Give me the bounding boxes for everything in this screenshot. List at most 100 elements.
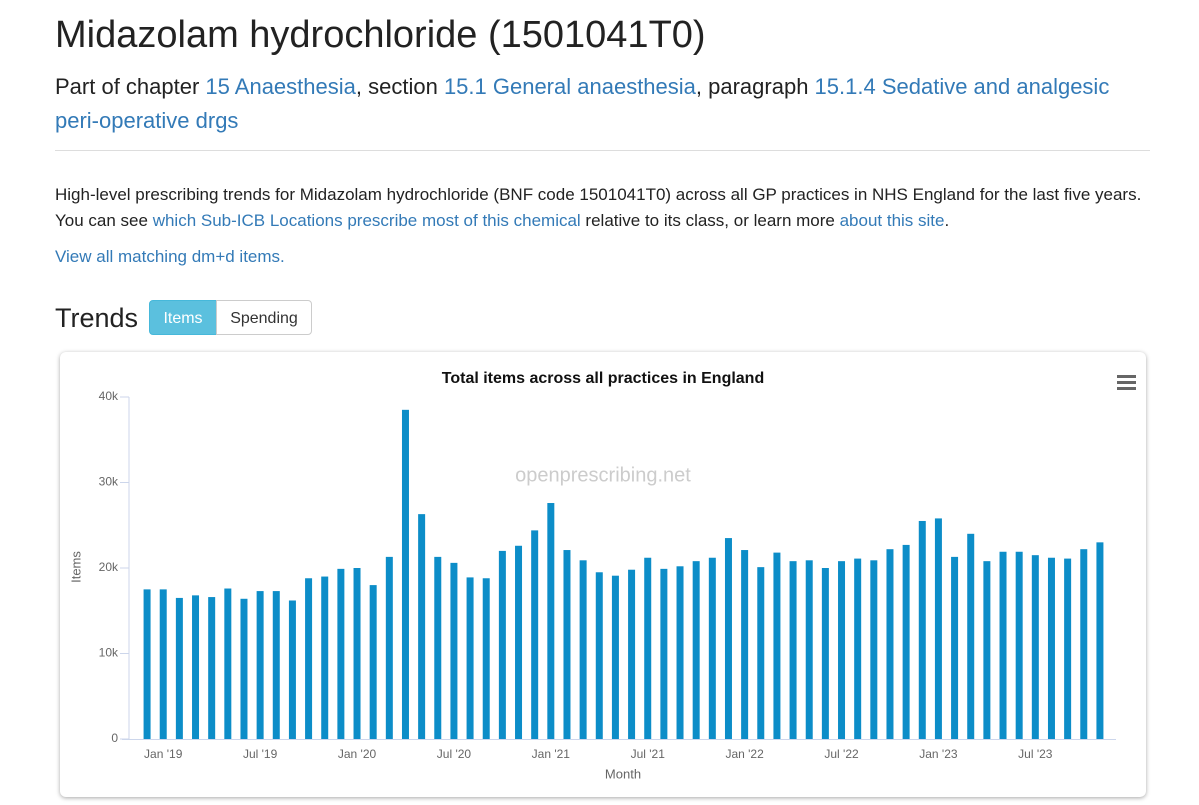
y-tick-label: 40k: [99, 389, 119, 403]
spending-button[interactable]: Spending: [216, 300, 312, 335]
bar: [821, 568, 829, 739]
bar: [563, 550, 571, 739]
x-tick-label: Jan '21: [532, 747, 571, 761]
menu-button[interactable]: [1117, 375, 1136, 390]
bar: [369, 585, 377, 739]
x-tick-label: Jul '22: [824, 747, 859, 761]
bar: [999, 551, 1007, 739]
bar: [741, 550, 749, 739]
text: , paragraph: [695, 74, 815, 99]
bar: [644, 557, 652, 739]
bar: [773, 552, 781, 739]
intro: High-level prescribing trends for Midazo…: [55, 182, 1155, 234]
y-tick-label: 20k: [99, 560, 119, 574]
link[interactable]: about this site: [839, 211, 945, 230]
bar: [321, 576, 329, 739]
items-button[interactable]: Items: [149, 300, 217, 335]
watermark: openprescribing.net: [515, 464, 691, 486]
bar: [224, 588, 232, 739]
x-tick-label: Jan '23: [919, 747, 958, 761]
bar: [902, 544, 910, 739]
bar: [611, 575, 619, 739]
bar: [676, 566, 684, 739]
bar: [967, 533, 975, 739]
bar: [805, 560, 813, 739]
bar: [1080, 549, 1088, 739]
bar: [482, 578, 490, 739]
bar: [1015, 551, 1023, 739]
bar: [240, 598, 248, 739]
bar: [418, 514, 426, 739]
text: relative to its class, or learn more: [580, 211, 840, 230]
bar: [886, 549, 894, 739]
bar: [579, 560, 587, 739]
x-tick-label: Jan '22: [725, 747, 764, 761]
text: , section: [355, 74, 444, 99]
bar: [724, 538, 732, 739]
bar: [208, 597, 216, 739]
page-title: Midazolam hydrochloride (1501041T0): [55, 14, 706, 56]
bar: [983, 561, 991, 739]
bar: [159, 589, 167, 739]
bar: [272, 591, 280, 739]
bar: [143, 589, 151, 739]
link[interactable]: 15.1 General anaesthesia: [443, 74, 696, 99]
bar: [337, 568, 345, 739]
bar: [434, 556, 442, 739]
divider: [55, 150, 1150, 151]
text: Part of chapter: [55, 74, 206, 99]
bar: [918, 520, 926, 739]
bar: [192, 595, 200, 739]
breadcrumb: Part of chapter 15 Anaesthesia, section …: [55, 70, 1155, 138]
bar: [708, 557, 716, 739]
bar: [934, 518, 942, 739]
dmd-link[interactable]: View all matching dm+d items.: [55, 247, 285, 266]
link[interactable]: which Sub-ICB Locations prescribe most o…: [152, 211, 581, 230]
bar: [353, 568, 361, 739]
bar: [256, 591, 264, 739]
x-tick-label: Jul '21: [631, 747, 666, 761]
bar: [531, 530, 539, 739]
bar: [515, 545, 523, 739]
bar: [450, 562, 458, 739]
text: .: [944, 211, 950, 230]
bar: [595, 572, 603, 739]
bar: [951, 556, 959, 739]
x-tick-label: Jul '23: [1018, 747, 1053, 761]
chart: Total items across all practices in Engl…: [68, 370, 1136, 781]
x-axis-label: Month: [605, 766, 641, 781]
chart-container: Total items across all practices in Engl…: [60, 352, 1146, 797]
bar: [498, 550, 506, 739]
bar: [466, 577, 474, 739]
bar: [385, 556, 393, 739]
bar: [305, 578, 313, 739]
bar: [547, 503, 555, 739]
bar: [175, 597, 183, 739]
bar: [854, 558, 862, 739]
link[interactable]: 15.1.4 Sedative and analgesic peri-opera…: [55, 74, 1110, 133]
bar: [401, 409, 409, 739]
x-tick-label: Jul '19: [243, 747, 278, 761]
bar: [1096, 542, 1104, 739]
bar: [1047, 557, 1055, 739]
bar: [288, 600, 296, 739]
link[interactable]: 15 Anaesthesia: [205, 74, 356, 99]
bar: [789, 561, 797, 739]
bar: [870, 560, 878, 739]
y-tick-label: 30k: [99, 475, 119, 489]
bar: [628, 569, 636, 739]
bar: [1064, 558, 1072, 739]
bar: [838, 561, 846, 739]
text: High-level prescribing trends for Midazo…: [55, 185, 1142, 230]
x-tick-label: Jan '19: [144, 747, 183, 761]
y-tick-label: 10k: [99, 646, 119, 660]
y-axis-label: Items: [68, 551, 83, 583]
bar: [692, 561, 700, 739]
bar: [1031, 555, 1039, 739]
x-tick-label: Jul '20: [437, 747, 472, 761]
bar: [660, 568, 668, 739]
bar: [757, 567, 765, 739]
y-tick-label: 0: [111, 731, 118, 745]
x-tick-label: Jan '20: [338, 747, 377, 761]
